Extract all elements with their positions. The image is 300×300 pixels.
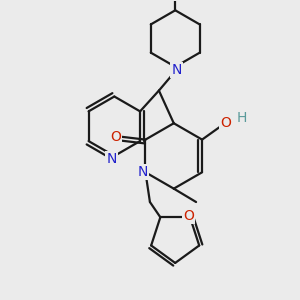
Text: O: O [183, 209, 194, 223]
Text: N: N [138, 165, 148, 179]
Text: N: N [106, 152, 116, 166]
Text: N: N [172, 63, 182, 77]
Text: H: H [236, 111, 247, 125]
Text: O: O [220, 116, 231, 130]
Text: O: O [110, 130, 121, 144]
